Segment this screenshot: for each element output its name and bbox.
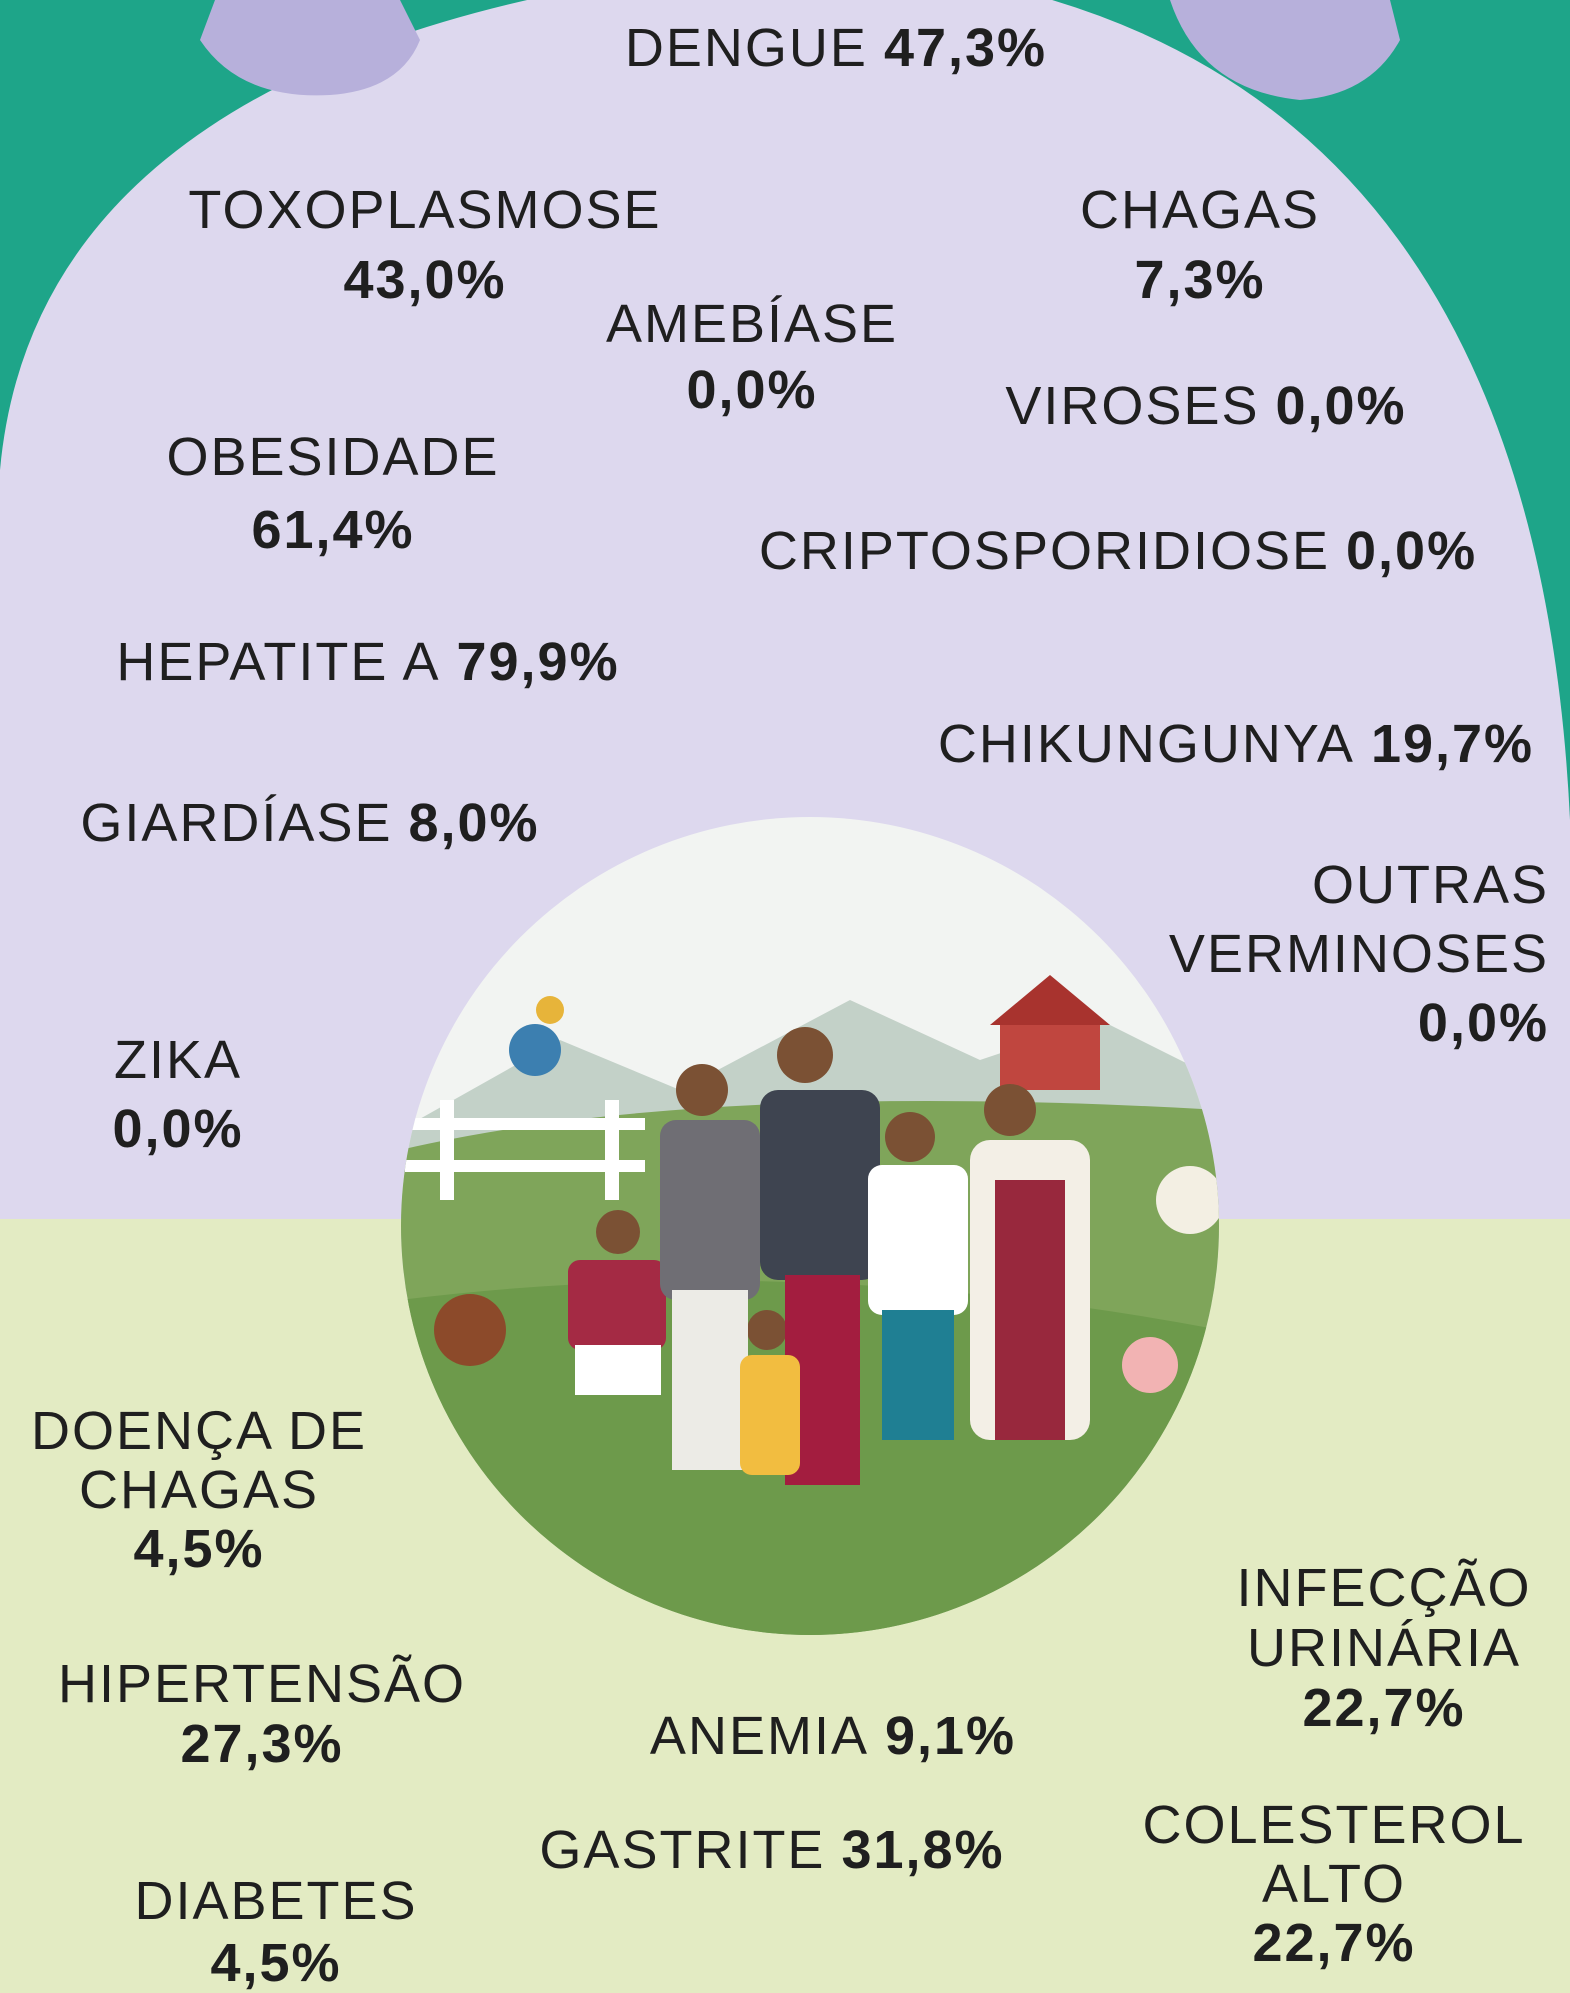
disease-percent: 0,0%	[686, 363, 817, 417]
disease-name: INFECÇÃO	[1236, 1561, 1531, 1615]
page: {"items": [ {"label": ["DENGUE"], "value…	[0, 0, 1570, 1992]
disease-row: ANEMIA 9,1%	[650, 1709, 1016, 1763]
disease-name: AMEBÍASE	[606, 297, 898, 351]
disease-percent: 8,0%	[408, 793, 539, 853]
disease-name: URINÁRIA	[1247, 1621, 1521, 1675]
disease-percent: 43,0%	[343, 253, 506, 307]
disease-percent: 0,0%	[1418, 996, 1549, 1050]
disease-name: OBESIDADE	[166, 430, 499, 484]
disease-row: CHIKUNGUNYA 19,7%	[938, 717, 1534, 771]
disease-row: DENGUE 47,3%	[625, 21, 1047, 75]
disease-name: CHIKUNGUNYA	[938, 714, 1355, 774]
disease-name: HEPATITE A	[116, 632, 440, 692]
disease-percent: 9,1%	[885, 1706, 1016, 1766]
disease-row: VIROSES 0,0%	[1005, 379, 1406, 433]
disease-name: ALTO	[1262, 1857, 1406, 1911]
disease-percent: 31,8%	[841, 1820, 1004, 1880]
disease-percent: 22,7%	[1302, 1681, 1465, 1735]
disease-name: VIROSES	[1005, 376, 1259, 436]
disease-name: ZIKA	[114, 1033, 242, 1087]
disease-percent: 4,5%	[133, 1522, 264, 1576]
disease-percent: 4,5%	[210, 1936, 341, 1990]
disease-percent: 7,3%	[1134, 253, 1265, 307]
disease-percent: 0,0%	[1275, 376, 1406, 436]
disease-percent: 0,0%	[112, 1102, 243, 1156]
disease-name: DIABETES	[134, 1874, 417, 1928]
disease-row: CRIPTOSPORIDIOSE 0,0%	[759, 524, 1477, 578]
disease-percent: 0,0%	[1346, 521, 1477, 581]
disease-name: GIARDÍASE	[80, 793, 392, 853]
disease-name: COLESTEROL	[1142, 1798, 1525, 1852]
disease-percent: 22,7%	[1252, 1916, 1415, 1970]
disease-name: HIPERTENSÃO	[58, 1657, 466, 1711]
disease-name: CHAGAS	[79, 1463, 319, 1517]
disease-row: HEPATITE A 79,9%	[116, 635, 619, 689]
disease-name: ANEMIA	[650, 1706, 869, 1766]
disease-name: CRIPTOSPORIDIOSE	[759, 521, 1330, 581]
disease-name: OUTRAS	[1312, 858, 1549, 912]
disease-name: TOXOPLASMOSE	[188, 183, 661, 237]
disease-name: CHAGAS	[1080, 183, 1320, 237]
disease-name: GASTRITE	[539, 1820, 825, 1880]
disease-percent: 27,3%	[180, 1717, 343, 1771]
disease-row: GASTRITE 31,8%	[539, 1823, 1004, 1877]
disease-name: VERMINOSES	[1169, 927, 1549, 981]
disease-name: DOENÇA DE	[31, 1404, 367, 1458]
disease-percent: 19,7%	[1371, 714, 1534, 774]
disease-percent: 47,3%	[884, 18, 1047, 78]
disease-row: GIARDÍASE 8,0%	[80, 796, 539, 850]
disease-percent: 61,4%	[251, 503, 414, 557]
disease-name: DENGUE	[625, 18, 868, 78]
disease-percent: 79,9%	[456, 632, 619, 692]
